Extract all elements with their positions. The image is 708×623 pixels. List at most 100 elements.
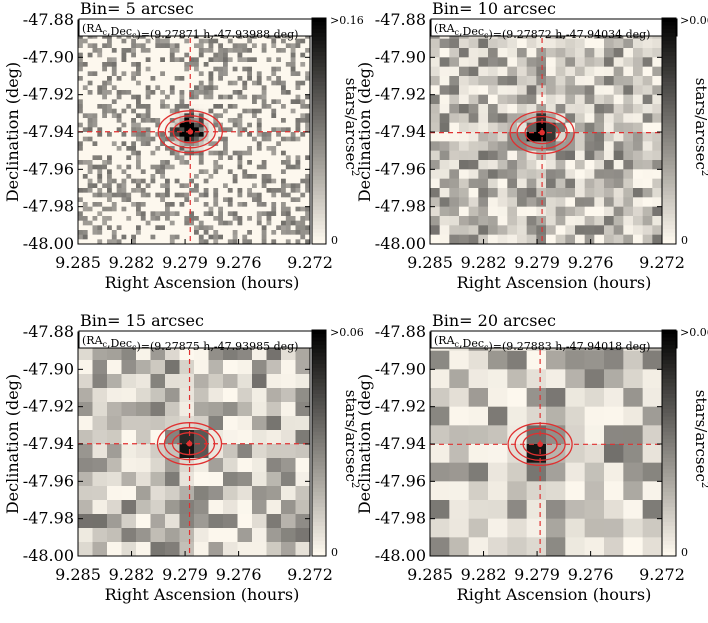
heatmap-cell [82,146,88,151]
heatmap-cell [189,160,195,165]
heatmap-cell [174,118,180,123]
colorbar-step [662,367,676,372]
heatmap-cell [136,164,142,170]
heatmap-cell [237,230,243,235]
heatmap-cell [652,57,663,67]
heatmap-cell [526,225,537,235]
heatmap-cell [169,211,175,217]
heatmap-cell [150,132,156,137]
heatmap-cell [140,85,146,91]
colorbar-step [312,100,326,106]
heatmap-cell [126,230,132,235]
heatmap-cell [478,150,489,161]
heatmap-cell [140,206,146,212]
heatmap-cell [194,360,209,375]
heatmap-cell [227,132,233,137]
heatmap-cell [271,118,277,123]
heatmap-cell [213,43,219,49]
heatmap-cell [449,350,469,370]
heatmap-cell [155,52,161,58]
heatmap-cell [184,94,190,100]
heatmap-cell [652,94,663,105]
heatmap-cell [208,38,214,44]
heatmap-cell [140,155,146,161]
heatmap-cell [87,66,93,72]
colorbar-step [662,469,676,474]
heatmap-cell [305,94,311,100]
heatmap-cell [290,197,296,203]
heatmap-cell [184,202,190,207]
colorbar-step [662,446,676,451]
heatmap-cell [136,146,142,151]
heatmap-cell [82,216,88,221]
heatmap-cell [285,230,291,235]
heatmap-cell [78,225,84,231]
heatmap-cell [78,71,84,77]
heatmap-cell [290,146,296,151]
heatmap-cell [507,48,518,58]
heatmap-cell [208,104,214,109]
heatmap-cell [247,202,253,207]
heatmap-cell [261,118,267,123]
heatmap-cell [237,99,243,105]
heatmap-cell [517,197,527,207]
y-tick-label: -47.98 [23,197,74,216]
heatmap-cell [242,239,248,245]
heatmap-cell [242,52,248,58]
heatmap-cell [305,220,311,226]
heatmap-cell [584,406,605,426]
heatmap-cell [179,150,185,156]
heatmap-cell [150,62,156,67]
heatmap-cell [604,94,614,105]
colorbar-step [312,206,326,211]
heatmap-cell [266,113,272,119]
heatmap-cell [136,80,142,86]
colorbar-label: stars/arcsec2 [692,78,708,176]
colorbar-step [312,236,326,241]
heatmap-cell [266,118,272,123]
heatmap-cell [652,234,663,245]
heatmap-cell [468,206,479,217]
heatmap-cell [281,472,296,487]
heatmap-cell [160,136,166,142]
heatmap-cell [242,174,248,179]
heatmap-cell [102,160,108,165]
heatmap-cell [546,225,556,235]
heatmap-cell [468,350,489,370]
heatmap-cell [247,38,253,44]
heatmap-cell [97,150,103,156]
heatmap-cell [121,202,127,207]
heatmap-cell [281,211,287,217]
heatmap-cell [546,57,556,67]
heatmap-cell [184,62,190,67]
heatmap-cell [555,160,566,170]
heatmap-cell [633,113,643,123]
heatmap-cell [295,234,301,240]
heatmap-cell [281,346,296,361]
heatmap-cell [232,141,238,147]
heatmap-cell [82,220,88,226]
heatmap-cell [198,108,204,114]
colorbar-step [312,431,326,436]
heatmap-cell [449,537,469,557]
heatmap-cell [131,150,137,156]
heatmap-cell [430,350,450,370]
heatmap-cell [145,192,151,198]
heatmap-cell [160,104,166,109]
heatmap-cell [121,178,127,184]
heatmap-cell [111,141,117,147]
heatmap-cell [276,164,282,170]
heatmap-cell [604,104,614,114]
colorbar-step [662,29,676,34]
heatmap-cell [165,458,180,473]
heatmap-cell [266,146,272,151]
heatmap-cell [290,99,296,105]
heatmap-cell [300,220,306,226]
colorbar-step [662,491,676,497]
heatmap-cell [174,113,180,119]
heatmap-cell [223,500,238,515]
heatmap-cell [232,90,238,95]
heatmap-cell [131,197,137,203]
heatmap-cell [213,216,219,221]
colorbar-step [312,85,326,90]
